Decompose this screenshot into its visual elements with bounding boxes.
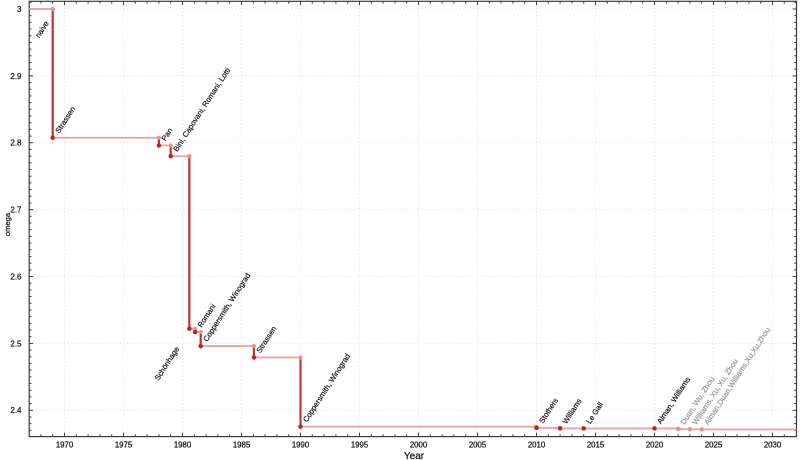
svg-text:2.7: 2.7: [10, 206, 22, 215]
svg-text:1970: 1970: [56, 441, 74, 450]
svg-text:Year: Year: [404, 451, 425, 460]
svg-text:1990: 1990: [292, 441, 310, 450]
svg-text:2.8: 2.8: [10, 139, 22, 148]
svg-text:1985: 1985: [233, 441, 251, 450]
svg-text:3: 3: [17, 5, 22, 14]
svg-text:2.6: 2.6: [10, 272, 22, 281]
svg-text:1995: 1995: [351, 441, 369, 450]
svg-text:2.5: 2.5: [10, 339, 22, 348]
svg-text:2030: 2030: [764, 441, 782, 450]
svg-text:2000: 2000: [410, 441, 428, 450]
svg-text:2015: 2015: [587, 441, 605, 450]
svg-text:2.4: 2.4: [10, 406, 22, 415]
svg-text:1980: 1980: [174, 441, 192, 450]
svg-text:omega: omega: [3, 212, 12, 236]
svg-text:1975: 1975: [115, 441, 133, 450]
svg-text:2020: 2020: [646, 441, 664, 450]
svg-text:2010: 2010: [528, 441, 546, 450]
svg-text:2025: 2025: [705, 441, 723, 450]
svg-text:2.9: 2.9: [10, 72, 22, 81]
svg-text:2005: 2005: [469, 441, 487, 450]
